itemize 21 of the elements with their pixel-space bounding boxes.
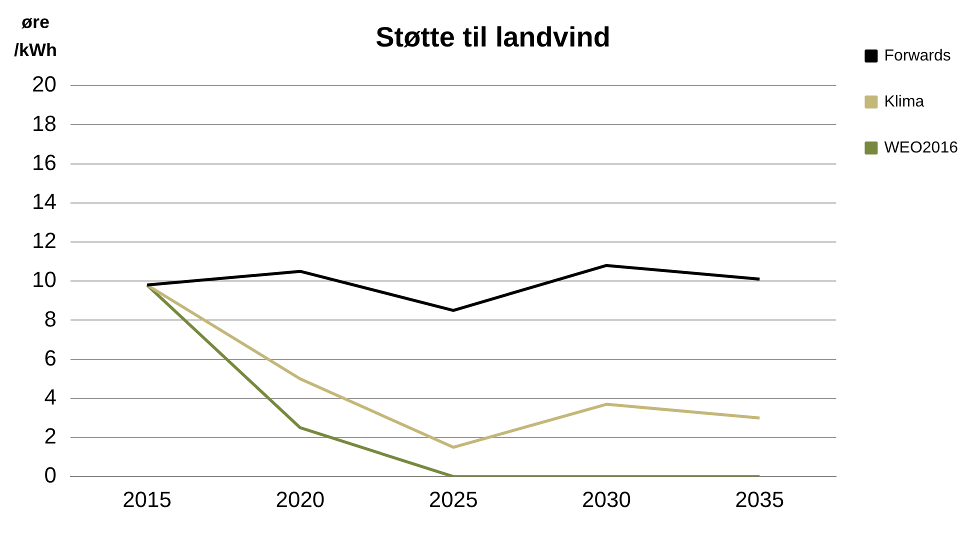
y-axis-title: øre /kWh	[14, 11, 57, 62]
x-tick-label: 2015	[122, 486, 172, 512]
y-tick-label: 18	[32, 110, 56, 136]
y-tick-label: 10	[32, 267, 56, 292]
x-tick-label: 2030	[582, 486, 631, 512]
y-tick-label: 8	[44, 306, 56, 332]
y-tick-label: 2	[44, 424, 56, 449]
legend-label: Forwards	[884, 47, 951, 64]
x-tick-label: 2025	[428, 486, 478, 512]
legend-label: WEO2016	[884, 139, 958, 156]
y-tick-label: 0	[44, 462, 56, 488]
y-tick-label: 4	[44, 384, 56, 410]
y-tick-label: 16	[32, 150, 56, 175]
x-tick-label: 2035	[735, 486, 784, 512]
chart-title: Støtte til landvind	[376, 22, 610, 53]
y-tick-label: 6	[44, 345, 56, 370]
legend-label: Klima	[884, 93, 924, 110]
y-tick-label: 12	[32, 228, 56, 254]
y-tick-label: 20	[32, 72, 56, 97]
x-tick-label: 2020	[276, 486, 325, 512]
y-tick-label: 14	[32, 188, 56, 214]
